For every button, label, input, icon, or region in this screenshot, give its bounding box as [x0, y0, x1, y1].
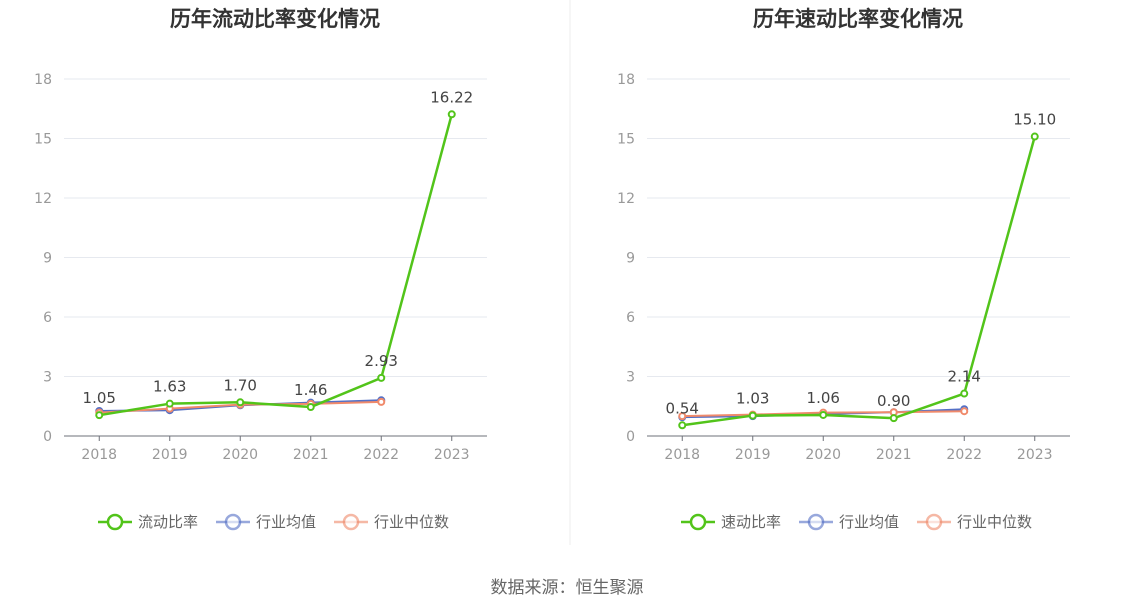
legend-marker: [342, 513, 360, 531]
y-tick-label: 12: [617, 191, 635, 207]
x-tick-label: 2018: [664, 447, 700, 463]
x-tick-label: 2022: [946, 447, 982, 463]
legend-marker: [106, 513, 124, 531]
legend-marker: [224, 513, 242, 531]
y-tick-label: 18: [617, 72, 635, 88]
legend-marker: [689, 513, 707, 531]
legend-label: 行业均值: [839, 513, 899, 531]
y-tick-label: 12: [34, 191, 52, 207]
series-line: [682, 136, 1036, 427]
x-tick-label: 2021: [876, 447, 912, 463]
data-point: [165, 399, 174, 408]
legend-label: 行业中位数: [957, 513, 1032, 531]
data-label: 1.70: [224, 376, 257, 394]
data-point: [1030, 132, 1039, 141]
data-label: 0.54: [666, 399, 699, 417]
legend-item[interactable]: 行业均值: [799, 513, 899, 531]
legend-label: 行业中位数: [374, 513, 449, 531]
data-point: [447, 110, 456, 119]
y-tick-label: 3: [626, 370, 635, 386]
x-tick-label: 2020: [805, 447, 841, 463]
data-point: [678, 421, 687, 430]
legend-item[interactable]: 行业中位数: [917, 513, 1032, 531]
y-tick-label: 18: [34, 72, 52, 88]
y-tick-label: 3: [43, 370, 52, 386]
chart-title: 历年速动比率变化情况: [753, 7, 963, 31]
data-point: [306, 403, 315, 412]
data-label: 2.14: [948, 368, 981, 386]
legend-label: 速动比率: [721, 513, 781, 531]
chart-title: 历年流动比率变化情况: [170, 7, 380, 31]
y-tick-label: 15: [34, 132, 52, 148]
x-tick-label: 2023: [434, 447, 470, 463]
data-point: [960, 407, 969, 416]
data-label: 15.10: [1013, 111, 1056, 129]
data-point: [377, 397, 386, 406]
data-label: 1.06: [807, 389, 840, 407]
quick-ratio-chart: 历年速动比率变化情况 0 3 6 9 12 15 18 2018 2019 2020 2021 2022…: [617, 7, 1070, 531]
x-tick-label: 2022: [363, 447, 399, 463]
y-tick-label: 15: [617, 132, 635, 148]
data-label: 1.05: [83, 389, 116, 407]
legend-label: 行业均值: [256, 513, 316, 531]
legend-item[interactable]: 速动比率: [681, 513, 781, 531]
y-tick-label: 0: [626, 429, 635, 445]
x-tick-label: 2020: [222, 447, 258, 463]
data-point: [678, 412, 687, 421]
series-line: [99, 113, 453, 417]
data-label: 1.03: [736, 390, 769, 408]
data-point: [889, 414, 898, 423]
y-tick-label: 9: [43, 251, 52, 267]
y-tick-label: 6: [626, 310, 635, 326]
data-point: [748, 411, 757, 420]
legend-item[interactable]: 行业中位数: [334, 513, 449, 531]
current-ratio-chart: 历年流动比率变化情况 0 3 6 9 12 15 18 2018 2019 2020 2021 2022…: [34, 7, 487, 531]
x-tick-label: 2018: [81, 447, 117, 463]
legend-marker: [807, 513, 825, 531]
y-tick-label: 9: [626, 251, 635, 267]
legend-item[interactable]: 行业均值: [216, 513, 316, 531]
x-tick-label: 2021: [293, 447, 329, 463]
x-tick-label: 2019: [152, 447, 188, 463]
y-tick-label: 0: [43, 429, 52, 445]
legend-label: 流动比率: [138, 513, 198, 531]
data-point: [95, 411, 104, 420]
x-tick-label: 2019: [735, 447, 771, 463]
legend-marker: [925, 513, 943, 531]
data-point: [960, 389, 969, 398]
data-point: [377, 373, 386, 382]
legend-item[interactable]: 流动比率: [98, 513, 198, 531]
y-tick-label: 6: [43, 310, 52, 326]
data-label: 0.90: [877, 392, 910, 410]
data-point: [819, 410, 828, 419]
data-label: 1.63: [153, 378, 186, 396]
data-label: 16.22: [430, 88, 473, 106]
data-source-footer: 数据来源：恒生聚源: [490, 578, 644, 598]
data-label: 1.46: [294, 381, 327, 399]
x-tick-label: 2023: [1017, 447, 1053, 463]
data-label: 2.93: [365, 352, 398, 370]
data-point: [236, 398, 245, 407]
